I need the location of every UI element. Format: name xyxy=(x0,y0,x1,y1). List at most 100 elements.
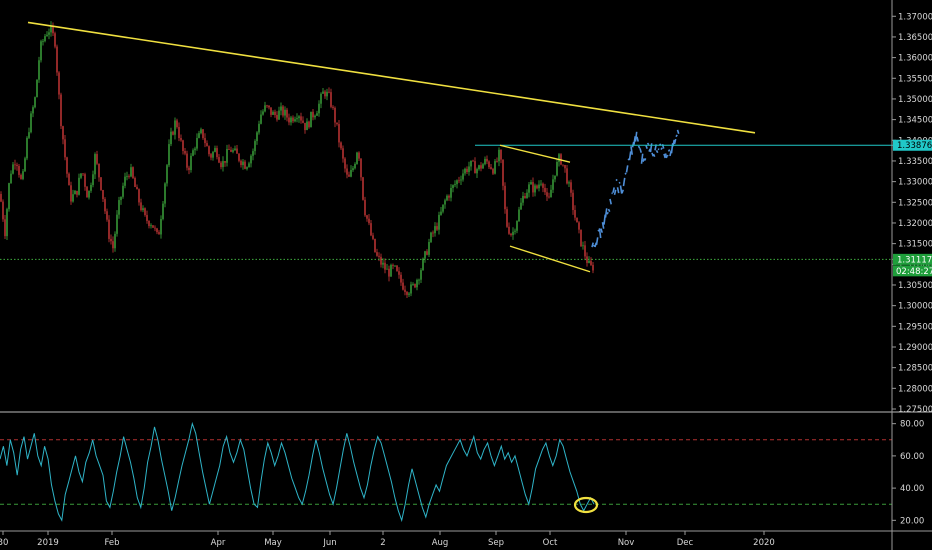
channel-lower-line[interactable] xyxy=(509,245,591,273)
x-tick-label: 2 xyxy=(380,538,385,548)
candle-body xyxy=(90,184,92,191)
candle-body xyxy=(264,105,266,112)
candle-body xyxy=(88,190,90,198)
x-axis-ticks: 30 2019 Feb Apr May Jun 2 Aug Sep Oct Nov Dec 2020 xyxy=(0,531,775,548)
candle-body xyxy=(152,225,154,228)
candle-body xyxy=(396,265,398,272)
candle-body xyxy=(406,291,408,295)
projection-segment xyxy=(643,158,647,161)
candle-body xyxy=(272,111,274,115)
y-tick-label: 1.29000 xyxy=(898,343,932,353)
candle-body xyxy=(266,105,268,107)
resistance-trendline[interactable] xyxy=(27,21,756,134)
projection-segment xyxy=(612,187,615,193)
projection-segment xyxy=(657,148,660,151)
candle-body xyxy=(92,174,94,185)
projection-segment xyxy=(622,177,626,187)
projection-segment xyxy=(664,153,668,159)
projection-segment xyxy=(591,242,594,248)
candle-body xyxy=(38,60,40,80)
candle-body xyxy=(580,229,582,247)
candle-body xyxy=(244,161,246,169)
candle-body xyxy=(26,137,28,159)
candle-body xyxy=(322,91,324,94)
candle-body xyxy=(544,187,546,193)
candle-body xyxy=(524,195,526,199)
projection-segment xyxy=(639,148,642,153)
candle-body xyxy=(14,164,16,166)
x-tick-label: Aug xyxy=(432,538,449,548)
candle-body xyxy=(360,158,362,178)
candle-body xyxy=(280,106,282,111)
candle-body xyxy=(370,223,372,236)
candle-body xyxy=(346,168,348,175)
candle-body xyxy=(512,231,514,236)
candle-body xyxy=(570,182,572,193)
candle-body xyxy=(222,161,224,168)
candle-body xyxy=(144,208,146,216)
candle-body xyxy=(242,161,244,166)
level-price-text: 1.33876 xyxy=(897,141,932,151)
candle-body xyxy=(590,260,592,265)
y-axis[interactable]: 1.37000 1.36500 1.36000 1.35500 1.35000 1.345… xyxy=(891,0,932,550)
candle-body xyxy=(218,157,220,163)
candle-body xyxy=(506,209,508,227)
candle-body xyxy=(490,167,492,169)
price-pane[interactable] xyxy=(0,21,932,298)
candle-body xyxy=(40,41,42,61)
candle-body xyxy=(182,140,184,152)
candle-body xyxy=(254,141,256,152)
candle-body xyxy=(416,279,418,288)
candle-body xyxy=(472,160,474,162)
projection-segment xyxy=(609,198,612,205)
oscillator-tick-label: 20.00 xyxy=(900,516,924,526)
y-tick-label: 1.28000 xyxy=(898,384,932,394)
projection-segment xyxy=(663,153,666,159)
projection-segment xyxy=(630,146,633,155)
candle-body xyxy=(474,161,476,174)
candle-body xyxy=(460,179,462,181)
candle-body xyxy=(228,149,230,150)
projection-segment xyxy=(666,154,669,157)
candle-body xyxy=(68,173,70,186)
candle-body xyxy=(436,226,438,230)
candle-body xyxy=(414,283,416,288)
candle-body xyxy=(122,185,124,197)
projection-segment xyxy=(637,145,641,149)
candle-body xyxy=(500,149,502,160)
candle-body xyxy=(64,139,66,158)
oscillator-pane[interactable] xyxy=(0,421,892,523)
candle-body xyxy=(446,195,448,201)
oscillator-tick-label: 40.00 xyxy=(900,484,924,494)
y-tick-label: 1.35500 xyxy=(898,74,932,84)
candle-body xyxy=(126,176,128,177)
candle-body xyxy=(154,227,156,229)
candle-body xyxy=(534,185,536,193)
candle-body xyxy=(442,204,444,212)
candle-body xyxy=(510,233,512,236)
candle-body xyxy=(60,94,62,127)
y-axis-ticks: 1.37000 1.36500 1.36000 1.35500 1.35000 1.345… xyxy=(892,12,932,415)
candle-body xyxy=(584,245,586,257)
candle-body xyxy=(6,209,8,237)
candle-body xyxy=(56,46,58,73)
oscillator-tick-label: 80.00 xyxy=(900,420,924,430)
candle-body xyxy=(514,230,516,232)
candle-body xyxy=(470,160,472,167)
candle-body xyxy=(508,226,510,234)
channel-upper-line[interactable] xyxy=(499,144,571,163)
candle-body xyxy=(380,256,382,265)
candle-body xyxy=(42,41,44,42)
candle-body xyxy=(132,167,134,179)
y-tick-label: 1.30500 xyxy=(898,281,932,291)
candle-body xyxy=(468,166,470,172)
x-axis[interactable]: 30 2019 Feb Apr May Jun 2 Aug Sep Oct Nov Dec 2020 xyxy=(0,530,932,548)
candle-body xyxy=(274,111,276,116)
candle-body xyxy=(98,163,100,178)
candle-body xyxy=(394,265,396,267)
candle-body xyxy=(176,120,178,128)
candle-body xyxy=(116,214,118,234)
projection-segment xyxy=(628,151,632,161)
candle-body xyxy=(174,120,176,135)
candle-body xyxy=(316,113,318,116)
